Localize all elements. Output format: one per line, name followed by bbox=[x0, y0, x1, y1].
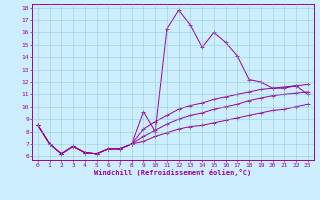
X-axis label: Windchill (Refroidissement éolien,°C): Windchill (Refroidissement éolien,°C) bbox=[94, 169, 252, 176]
